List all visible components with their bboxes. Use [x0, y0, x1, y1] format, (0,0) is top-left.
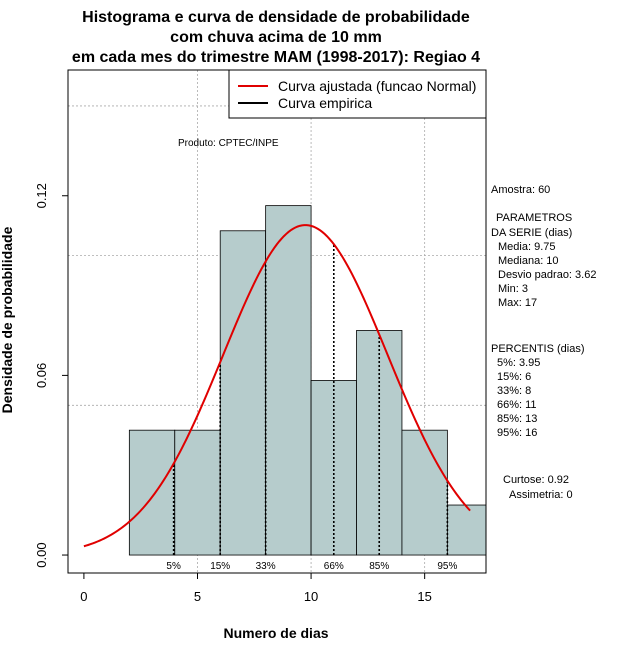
percentile-label: 95% — [437, 561, 457, 572]
title-line-2: com chuva acima de 10 mm — [170, 29, 382, 46]
stat-percentis-title: PERCENTIS (dias) — [491, 343, 585, 355]
histogram-bar — [446, 504, 487, 556]
percentile-label: 85% — [369, 561, 389, 572]
chart-title: Histograma e curva de densidade de proba… — [72, 9, 480, 66]
histogram-bar — [265, 205, 312, 556]
fitted-curve-layer — [83, 224, 471, 548]
stat-curtose: Curtose: 0.92 — [503, 474, 569, 486]
stat-parametro: Min: 3 — [498, 283, 528, 295]
y-tick-label: 0.06 — [34, 363, 49, 388]
x-tick-label: 15 — [417, 589, 431, 604]
statistics-panel: Amostra: 60 PARAMETROS DA SERIE (dias) Medi… — [491, 184, 596, 501]
histogram-bars — [128, 205, 487, 556]
legend: Curva ajustada (funcao Normal)Curva empi… — [228, 69, 487, 119]
x-tick-label: 5 — [194, 589, 201, 604]
legend-label-fitted: Curva ajustada (funcao Normal) — [278, 78, 476, 94]
stat-parametro: Media: 9.75 — [498, 241, 555, 253]
stat-percentil: 95%: 16 — [497, 427, 537, 439]
x-tick-label: 10 — [304, 589, 318, 604]
stat-amostra: Amostra: 60 — [491, 184, 550, 196]
stat-parametros-subtitle: DA SERIE (dias) — [491, 227, 572, 239]
y-axis-title: Densidade de probabilidade — [0, 226, 15, 413]
histogram-bar — [401, 429, 448, 556]
stat-parametro: Max: 17 — [498, 297, 537, 309]
title-line-3: em cada mes do trimestre MAM (1998-2017)… — [72, 49, 480, 66]
x-axis-title: Numero de dias — [223, 625, 328, 641]
percentile-lines: 5% 15% 33% 66% 85% 95% — [166, 244, 457, 572]
y-tick-label: 0.00 — [34, 542, 49, 567]
y-tick-label: 0.12 — [34, 183, 49, 208]
histogram-bar — [128, 429, 176, 556]
stat-parametros-title: PARAMETROS — [496, 212, 572, 224]
percentile-label: 5% — [166, 561, 181, 572]
stat-percentil: 33%: 8 — [497, 385, 531, 397]
stat-percentil: 5%: 3.95 — [497, 357, 540, 369]
stat-percentil: 15%: 6 — [497, 371, 531, 383]
source-label: Produto: CPTEC/INPE — [178, 138, 279, 149]
stat-parametro: Mediana: 10 — [498, 255, 559, 267]
stat-percentil: 66%: 11 — [497, 399, 537, 411]
fitted-normal-curve — [83, 224, 471, 548]
percentile-label: 66% — [324, 561, 344, 572]
stat-percentil: 85%: 13 — [497, 413, 537, 425]
legend-box — [228, 69, 487, 119]
stat-parametro: Desvio padrao: 3.62 — [498, 269, 596, 281]
histogram-bar — [219, 230, 267, 556]
title-line-1: Histograma e curva de densidade de proba… — [82, 9, 470, 26]
axes: 0 5 10 15 0.00 0.06 0.12 Numero de dias Densidad… — [0, 183, 432, 641]
histogram-bar — [174, 429, 221, 556]
percentile-label: 33% — [256, 561, 276, 572]
percentile-label: 15% — [210, 561, 230, 572]
stat-assimetria: Assimetria: 0 — [509, 489, 573, 501]
legend-label-empirical: Curva empirica — [278, 95, 372, 111]
x-tick-label: 0 — [80, 589, 87, 604]
